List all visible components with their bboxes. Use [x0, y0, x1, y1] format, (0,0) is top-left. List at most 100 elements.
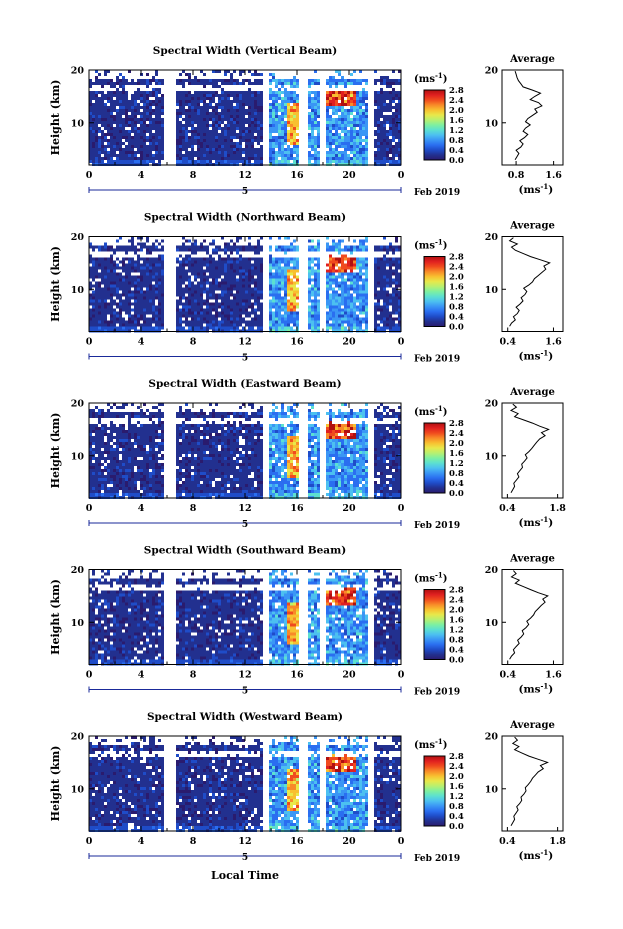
colorbar-tick-label: 1.2 [449, 293, 464, 303]
colorbar-tick-label: 0.0 [449, 156, 464, 166]
colorbar-tick-label: 0.4 [449, 646, 464, 656]
colorbar-tick-label: 0.0 [449, 656, 464, 666]
x-tick-label: 4 [138, 836, 145, 847]
colorbar-tick-label: 1.2 [449, 792, 464, 802]
heatmap-cells [89, 236, 401, 333]
average-x-tick-label: 1.6 [545, 170, 562, 181]
x-tick-label: 0 [86, 170, 93, 181]
y-tick-label: 20 [71, 232, 85, 243]
average-y-tick-label: 10 [485, 618, 499, 629]
colorbar-tick-label: 0.8 [449, 802, 464, 812]
average-x-axis-label: (ms-1) [519, 182, 554, 196]
x-tick-label: 4 [138, 670, 145, 681]
x-tick-label: 12 [238, 337, 251, 348]
heatmap-cells [89, 736, 401, 832]
colorbar-tick-label: 2.8 [449, 419, 464, 429]
colorbar-tick-label: 2.8 [449, 253, 464, 263]
y-tick-label: 20 [71, 732, 85, 743]
x-tick-label: 16 [290, 836, 304, 847]
x-tick-label: 0 [398, 337, 405, 348]
x-tick-label: 12 [238, 170, 251, 181]
x-tick-label: 12 [238, 670, 251, 681]
colorbar-tick-label: 0.4 [449, 812, 464, 822]
average-x-tick-label: 0.4 [499, 670, 516, 681]
average-x-tick-label: 0.4 [499, 337, 516, 348]
panel-title: Spectral Width (Eastward Beam) [148, 378, 341, 390]
date-label: Feb 2019 [414, 355, 460, 365]
panel-1: Spectral Width (Northward Beam) 20 10 Heigh… [49, 212, 564, 365]
average-frame [501, 735, 564, 832]
colorbar-tick-label: 2.0 [449, 439, 464, 449]
average-profile-line [508, 237, 551, 327]
heatmap-cells [89, 569, 401, 666]
x-tick-label: 20 [342, 170, 356, 181]
colorbar-tick-label: 2.0 [449, 273, 464, 283]
average-x-axis-label: (ms-1) [519, 515, 554, 529]
average-profile-line [509, 570, 549, 660]
average-x-axis-label: (ms-1) [519, 848, 554, 862]
average-x-tick-label: 0.4 [499, 503, 516, 514]
average-y-tick-label: 20 [485, 232, 499, 243]
x-tick-label: 16 [290, 170, 304, 181]
colorbar-tick-label: 2.0 [449, 772, 464, 782]
x-tick-label: 8 [190, 337, 197, 348]
colorbar-tick-label: 1.6 [449, 616, 464, 626]
x-tick-label: 12 [238, 836, 251, 847]
colorbar-tick-label: 2.0 [449, 106, 464, 116]
x-tick-label: 8 [190, 170, 197, 181]
y-axis-label: Height (km) [49, 579, 62, 655]
colorbar [423, 755, 446, 827]
colorbar-unit: (ms-1) [414, 238, 447, 252]
colorbar-tick-label: 2.4 [449, 429, 464, 439]
average-x-axis-label: (ms-1) [519, 682, 554, 696]
average-x-tick-label: 0.8 [508, 170, 525, 181]
average-profile-line [510, 736, 549, 826]
average-x-tick-label: 1.8 [549, 503, 566, 514]
average-y-tick-label: 20 [485, 399, 499, 410]
colorbar-tick-label: 2.8 [449, 752, 464, 762]
x-tick-label: 16 [290, 670, 304, 681]
average-x-tick-label: 1.8 [549, 836, 566, 847]
x-tick-label: 0 [86, 337, 93, 348]
day-label: 5 [242, 687, 248, 697]
average-profile-line [509, 403, 550, 493]
x-tick-label: 4 [138, 503, 145, 514]
colorbar-tick-label: 0.8 [449, 136, 464, 146]
x-tick-label: 0 [398, 170, 405, 181]
date-label: Feb 2019 [414, 188, 460, 198]
average-title: Average [509, 54, 555, 65]
panel-2: Spectral Width (Eastward Beam) 20 10 Height… [49, 378, 566, 531]
colorbar-tick-label: 2.0 [449, 606, 464, 616]
panel-0: Spectral Width (Vertical Beam) 20 10 Height… [49, 45, 564, 198]
colorbar-tick-label: 1.6 [449, 782, 464, 792]
x-tick-label: 8 [190, 670, 197, 681]
average-frame [501, 402, 564, 499]
day-label: 5 [242, 187, 248, 197]
x-tick-label: 4 [138, 337, 145, 348]
y-axis-label: Height (km) [49, 746, 62, 822]
y-tick-label: 20 [71, 399, 85, 410]
colorbar-tick-label: 1.2 [449, 126, 464, 136]
x-tick-label: 0 [86, 503, 93, 514]
x-tick-label: 0 [86, 670, 93, 681]
average-y-tick-label: 10 [485, 451, 499, 462]
colorbar [423, 422, 446, 494]
average-title: Average [509, 720, 555, 731]
colorbar-unit: (ms-1) [414, 71, 447, 85]
x-tick-label: 12 [238, 503, 251, 514]
colorbar-tick-label: 2.4 [449, 96, 464, 106]
average-x-axis-label: (ms-1) [519, 349, 554, 363]
colorbar-tick-label: 0.8 [449, 469, 464, 479]
average-title: Average [509, 221, 555, 232]
colorbar-tick-label: 1.6 [449, 116, 464, 126]
average-y-tick-label: 20 [485, 732, 499, 743]
y-tick-label: 10 [71, 451, 85, 462]
x-tick-label: 8 [190, 503, 197, 514]
colorbar-tick-label: 2.8 [449, 586, 464, 596]
x-tick-label: 0 [398, 836, 405, 847]
y-tick-label: 20 [71, 565, 85, 576]
date-label: Feb 2019 [414, 521, 460, 531]
average-y-tick-label: 10 [485, 285, 499, 296]
x-tick-label: 0 [86, 836, 93, 847]
x-tick-label: 8 [190, 836, 197, 847]
